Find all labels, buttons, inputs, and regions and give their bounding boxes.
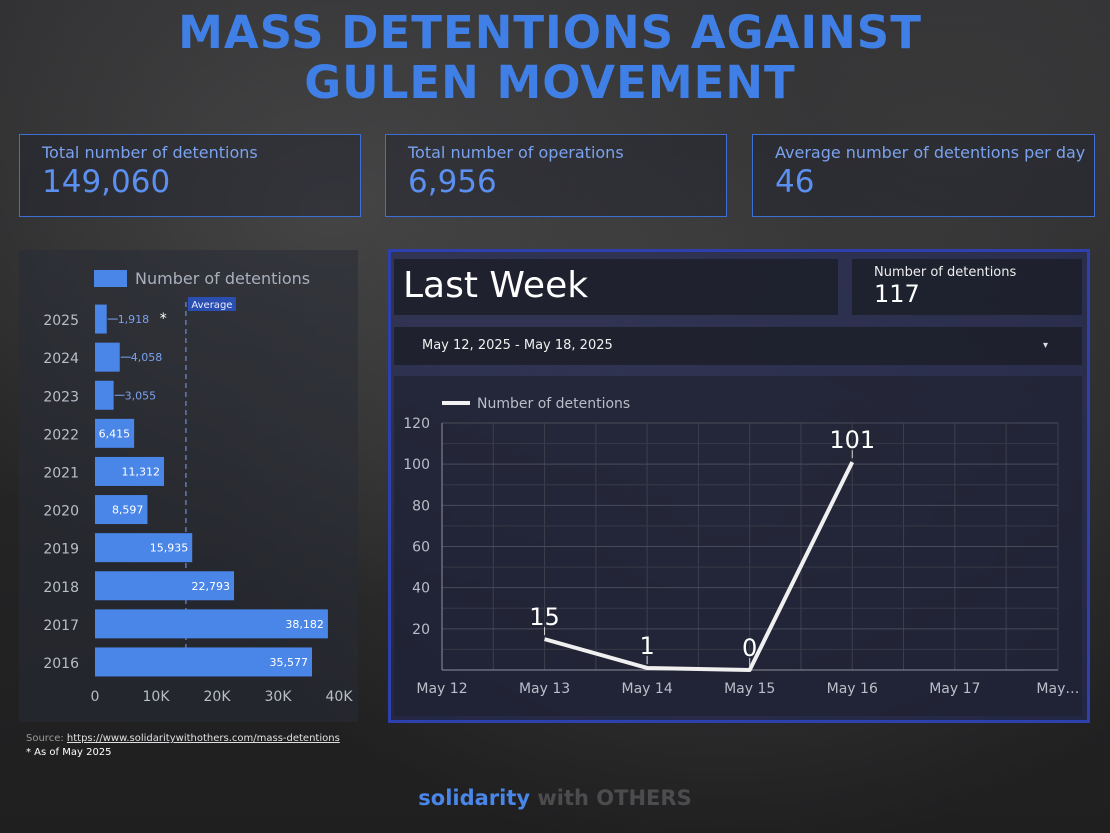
- x-tick-label: May 17: [929, 681, 980, 697]
- year-tick-label: 2019: [43, 542, 79, 558]
- legend-label: Number of detentions: [477, 396, 630, 412]
- last-week-kpi-label: Number of detentions: [874, 265, 1017, 280]
- average-label-bg: [187, 297, 236, 311]
- year-tick-label: 2018: [43, 580, 79, 596]
- last-week-kpi: Number of detentions 117: [852, 259, 1082, 315]
- point-value-label: 101: [829, 426, 875, 454]
- detention-bar: [95, 304, 107, 334]
- detention-bar: [95, 495, 148, 525]
- detention-bar: [95, 456, 165, 486]
- bar-value-label: 35,577: [270, 656, 309, 669]
- x-tick-label: May 12: [416, 681, 467, 697]
- kpi-value: 6,956: [408, 164, 497, 200]
- x-tick-label: May 15: [724, 681, 775, 697]
- source-prefix: Source:: [26, 733, 67, 744]
- x-tick-label: May…: [1036, 681, 1079, 697]
- y-tick-label: 100: [403, 457, 430, 473]
- x-tick-label: May 13: [519, 681, 570, 697]
- bar-value-label: 4,058: [131, 351, 163, 364]
- date-range-text: May 12, 2025 - May 18, 2025: [422, 338, 613, 353]
- source-note: Source: https://www.solidaritywithothers…: [26, 733, 340, 744]
- kpi-label: Total number of operations: [408, 143, 624, 162]
- x-tick-label: 10K: [143, 689, 171, 705]
- kpi-average-per-day: Average number of detentions per day 46: [752, 134, 1095, 217]
- y-tick-label: 60: [412, 540, 430, 556]
- y-tick-label: 40: [412, 581, 430, 597]
- x-tick-label: 30K: [265, 689, 293, 705]
- detention-bar: [95, 609, 328, 639]
- page-title: MASS DETENTIONS AGAINST GULEN MOVEMENT: [0, 8, 1100, 108]
- brand-part-1: solidarity: [418, 786, 531, 810]
- year-tick-label: 2025: [43, 313, 79, 329]
- x-tick-label: 20K: [204, 689, 232, 705]
- kpi-value: 149,060: [42, 164, 171, 200]
- bar-value-label: 3,055: [125, 389, 157, 402]
- bar-value-label: 1,918: [118, 313, 150, 326]
- year-tick-label: 2024: [43, 351, 79, 367]
- detention-bar: [95, 380, 114, 410]
- legend-swatch: [94, 270, 127, 287]
- year-tick-label: 2021: [43, 465, 79, 481]
- last-week-heading: Last Week: [394, 259, 838, 315]
- bar-annotation: *: [160, 311, 167, 327]
- y-tick-label: 20: [412, 622, 430, 638]
- kpi-total-detentions: Total number of detentions 149,060: [19, 134, 361, 217]
- year-tick-label: 2017: [43, 618, 79, 634]
- point-value-label: 1: [639, 632, 654, 660]
- year-tick-label: 2016: [43, 656, 79, 672]
- detention-bar: [95, 533, 193, 563]
- series-line: [544, 461, 855, 672]
- footnote: * As of May 2025: [26, 747, 112, 758]
- point-value-label: 0: [742, 634, 757, 662]
- title-line-2: GULEN MOVEMENT: [304, 56, 796, 109]
- dropdown-arrow-icon[interactable]: ▾: [1043, 340, 1049, 351]
- source-link[interactable]: https://www.solidaritywithothers.com/mas…: [66, 733, 340, 744]
- daily-line-chart: 20 40 60 80 100 120 May 12 May 13 May 14 May 15 Ma…: [403, 396, 1079, 697]
- detention-bar: [95, 418, 135, 448]
- bar-value-label: 15,935: [150, 542, 189, 555]
- legend-label: Number of detentions: [135, 269, 310, 288]
- brand-logo: solidarity with OTHERS: [0, 786, 1110, 810]
- bar-value-label: 22,793: [192, 580, 231, 593]
- y-tick-label: 120: [403, 416, 430, 432]
- detention-bar: [95, 647, 313, 677]
- year-tick-label: 2020: [43, 504, 79, 520]
- bar-value-label: 8,597: [112, 504, 144, 517]
- kpi-label: Total number of detentions: [42, 143, 258, 162]
- bar-value-label: 6,415: [99, 427, 131, 440]
- yearly-bar-chart: Number of detentions Average 2025 1,918 * 202…: [43, 269, 354, 705]
- bar-value-label: 38,182: [285, 618, 324, 631]
- last-week-kpi-value: 117: [874, 280, 920, 308]
- title-line-1: MASS DETENTIONS AGAINST: [178, 6, 922, 59]
- x-tick-label: 0: [91, 689, 100, 705]
- x-tick-label: May 16: [827, 681, 878, 697]
- detention-bar: [95, 571, 235, 601]
- kpi-value: 46: [775, 164, 815, 200]
- date-range-selector[interactable]: May 12, 2025 - May 18, 2025: [394, 327, 1082, 365]
- detention-bar: [95, 342, 120, 372]
- year-tick-label: 2023: [43, 389, 79, 405]
- x-tick-label: 40K: [326, 689, 354, 705]
- x-tick-label: May 14: [622, 681, 673, 697]
- kpi-total-operations: Total number of operations 6,956: [385, 134, 727, 217]
- yearly-bar-chart-panel: [19, 250, 358, 722]
- bar-value-label: 11,312: [122, 465, 161, 478]
- average-label: Average: [191, 300, 232, 311]
- year-tick-label: 2022: [43, 427, 79, 443]
- point-value-label: 15: [529, 603, 560, 631]
- kpi-label: Average number of detentions per day: [775, 143, 1086, 162]
- y-tick-label: 80: [412, 498, 430, 514]
- brand-part-2: with OTHERS: [530, 786, 692, 810]
